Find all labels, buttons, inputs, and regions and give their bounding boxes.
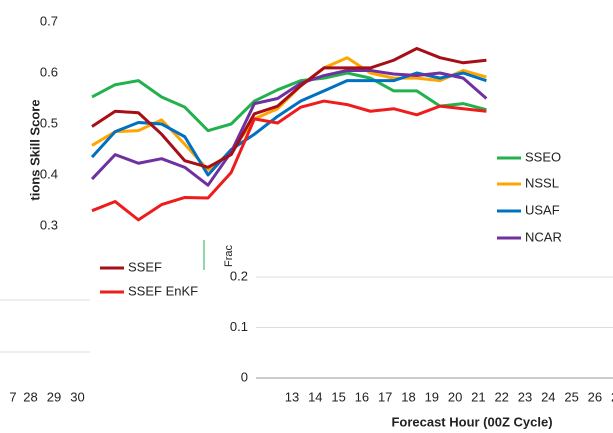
y-axis-title: Frac	[223, 245, 235, 268]
y-tick-label: 0.5	[40, 115, 58, 130]
x-tick-label: 14	[308, 389, 322, 404]
y-tick-label: 0.3	[40, 217, 58, 232]
y-tick-label: 0.6	[40, 64, 58, 79]
y-tick-label: 0	[241, 369, 248, 384]
x-tick-label: 25	[564, 389, 578, 404]
x-tick-label: 19	[425, 389, 439, 404]
x-tick-label: 15	[331, 389, 345, 404]
y-tick-label: 0.2	[230, 268, 248, 283]
legend-label: NCAR	[525, 229, 562, 244]
legend-label: NSSL	[525, 175, 559, 190]
series-line	[91, 99, 487, 222]
x-tick-label: 24	[541, 389, 555, 404]
x-axis-title: Forecast Hour (00Z Cycle)	[391, 414, 552, 429]
legend-label: SSEF	[128, 259, 162, 274]
bottom-chart: Frac Forecast Hour (00Z Cycle) SSEF SSEF …	[0, 240, 613, 429]
x-tick-label: 26	[588, 389, 602, 404]
x-tick-label: 30	[70, 389, 84, 404]
x-tick-label: 7	[9, 389, 16, 404]
x-tick-label: 13	[285, 389, 299, 404]
series-line	[91, 47, 487, 169]
legend-label: USAF	[525, 202, 560, 217]
x-tick-label: 21	[471, 389, 485, 404]
x-tick-label: 17	[378, 389, 392, 404]
top-chart: tions Skill Score 0.3 0.4 0.5 0.6 0.7 SSEO NSS…	[27, 13, 561, 244]
y-tick-label: 0.1	[230, 319, 248, 334]
series-line	[91, 71, 487, 133]
x-tick-label: 27	[611, 389, 613, 404]
y-tick-label: 0.4	[40, 166, 58, 181]
legend-label: SSEF EnKF	[128, 283, 198, 298]
y-axis-title: tions Skill Score	[27, 99, 42, 200]
x-tick-label: 20	[448, 389, 462, 404]
x-tick-label: 18	[401, 389, 415, 404]
x-tick-label: 23	[518, 389, 532, 404]
x-tick-label: 29	[47, 389, 61, 404]
legend-label: SSEO	[525, 149, 561, 164]
series-line	[90, 68, 488, 187]
x-tick-label: 16	[355, 389, 369, 404]
x-tick-label: 22	[494, 389, 508, 404]
x-tick-label: 28	[23, 389, 37, 404]
y-tick-label: 0.7	[40, 13, 58, 28]
